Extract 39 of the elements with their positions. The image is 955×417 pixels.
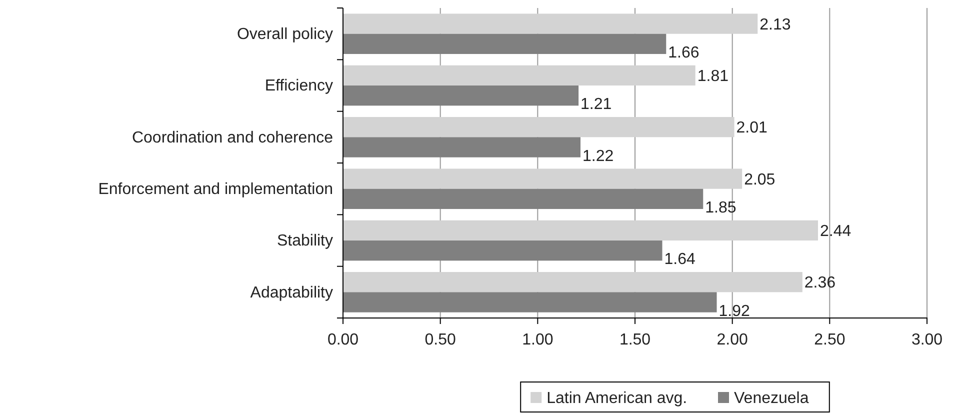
data-label: 1.81 [697, 68, 729, 86]
data-label: 1.22 [582, 148, 614, 165]
legend-label: Latin American avg. [546, 390, 688, 407]
y-tick-label: Efficiency [264, 78, 333, 95]
x-tick-label: 2.50 [814, 332, 846, 349]
bar [343, 220, 818, 240]
y-tick-label: Overall policy [236, 26, 333, 43]
bar [343, 272, 802, 292]
bar [343, 240, 662, 261]
bar [343, 188, 704, 209]
bar [343, 117, 734, 138]
bar [343, 292, 717, 312]
data-label: 1.21 [580, 96, 612, 114]
y-tick-label: Stability [276, 232, 333, 250]
data-label: 2.36 [804, 274, 836, 292]
data-label: 1.92 [718, 302, 750, 320]
bar [343, 137, 580, 158]
y-tick-label: Adaptability [250, 284, 333, 302]
bar [343, 168, 742, 189]
bar [343, 65, 696, 86]
y-tick-label: Coordination and coherence [132, 129, 334, 146]
bar [343, 34, 666, 54]
y-tick-label: Enforcement and implementation [98, 180, 333, 198]
data-label: 1.85 [705, 200, 736, 217]
data-label: 2.13 [760, 16, 791, 34]
x-tick-label: 1.50 [619, 332, 651, 349]
data-label: 2.05 [744, 171, 776, 188]
x-tick-label: 3.00 [911, 332, 943, 349]
x-tick-label: 1.00 [522, 332, 554, 349]
data-label: 2.01 [736, 120, 768, 137]
legend-label: Venezuela [734, 390, 809, 407]
x-tick-label: 2.00 [716, 332, 748, 349]
bar [343, 14, 758, 34]
bar [343, 86, 579, 106]
x-tick-label: 0.00 [327, 332, 359, 349]
data-label: 2.44 [820, 223, 852, 240]
data-label: 1.64 [664, 251, 696, 268]
data-label: 1.66 [668, 44, 700, 62]
x-tick-label: 0.50 [424, 332, 456, 349]
